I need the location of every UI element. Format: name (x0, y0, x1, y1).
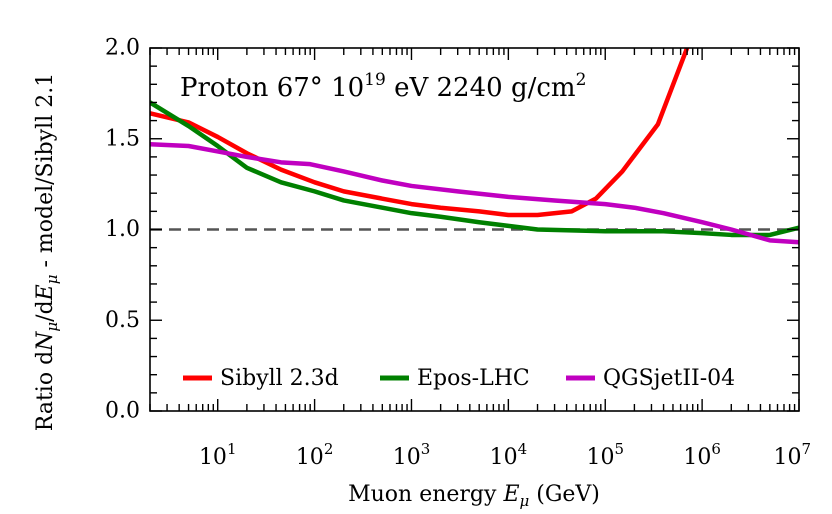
x-tick-label: 106 (683, 440, 721, 470)
y-axis-label: Ratio dNμ/dEμ - model/Sibyll 2.1 (33, 73, 61, 431)
y-tick-label: 1.5 (105, 126, 140, 151)
y-tick-label: 1.0 (105, 217, 140, 242)
x-tick-label: 104 (490, 440, 528, 470)
series-layer (150, 48, 799, 245)
chart-title: Proton 67° 1019 eV 2240 g/cm2 (180, 70, 586, 103)
series-line-sibyll (150, 48, 690, 218)
y-tick-label: 0.0 (105, 399, 140, 424)
y-tick-label: 2.0 (105, 36, 140, 61)
x-tick-labels: 101 102 103 104 105 106 107 (199, 440, 811, 470)
y-tick-labels: 0.0 0.5 1.0 1.5 2.0 (105, 36, 140, 424)
x-tick-label: 103 (393, 440, 431, 470)
tick-marks (149, 47, 800, 412)
x-tick-label: 101 (199, 440, 237, 470)
x-tick-label: 102 (296, 440, 334, 470)
legend: Sibyll 2.3d Epos-LHC QGSjetII-04 (183, 366, 735, 391)
series-line-epos (150, 100, 799, 238)
legend-label-epos: Epos-LHC (417, 366, 530, 391)
plot-frame (149, 47, 800, 412)
x-axis-label: Muon energy Eμ (GeV) (348, 482, 600, 510)
legend-label-qgsjet: QGSjetII-04 (603, 366, 735, 391)
legend-label-sibyll: Sibyll 2.3d (220, 366, 339, 391)
x-tick-label: 105 (586, 440, 624, 470)
series-line-qgsjet (150, 141, 799, 245)
y-tick-label: 0.5 (105, 308, 140, 333)
x-tick-label: 107 (773, 440, 811, 470)
